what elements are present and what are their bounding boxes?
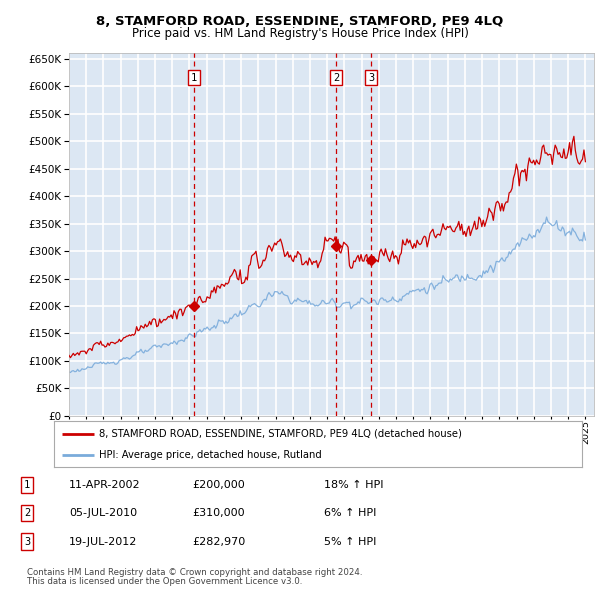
Text: 5% ↑ HPI: 5% ↑ HPI (324, 537, 376, 546)
Text: 05-JUL-2010: 05-JUL-2010 (69, 509, 137, 518)
Text: HPI: Average price, detached house, Rutland: HPI: Average price, detached house, Rutl… (99, 450, 322, 460)
Text: 3: 3 (24, 537, 30, 546)
Text: 8, STAMFORD ROAD, ESSENDINE, STAMFORD, PE9 4LQ (detached house): 8, STAMFORD ROAD, ESSENDINE, STAMFORD, P… (99, 429, 462, 439)
Text: Contains HM Land Registry data © Crown copyright and database right 2024.: Contains HM Land Registry data © Crown c… (27, 568, 362, 576)
Text: £200,000: £200,000 (192, 480, 245, 490)
Text: 1: 1 (191, 73, 197, 83)
Text: This data is licensed under the Open Government Licence v3.0.: This data is licensed under the Open Gov… (27, 577, 302, 586)
Text: 8, STAMFORD ROAD, ESSENDINE, STAMFORD, PE9 4LQ: 8, STAMFORD ROAD, ESSENDINE, STAMFORD, P… (97, 15, 503, 28)
Text: 6% ↑ HPI: 6% ↑ HPI (324, 509, 376, 518)
Text: £310,000: £310,000 (192, 509, 245, 518)
Text: 3: 3 (368, 73, 374, 83)
Text: 1: 1 (24, 480, 30, 490)
Text: 19-JUL-2012: 19-JUL-2012 (69, 537, 137, 546)
Text: Price paid vs. HM Land Registry's House Price Index (HPI): Price paid vs. HM Land Registry's House … (131, 27, 469, 40)
Text: 11-APR-2002: 11-APR-2002 (69, 480, 140, 490)
Text: 2: 2 (24, 509, 30, 518)
Text: 18% ↑ HPI: 18% ↑ HPI (324, 480, 383, 490)
Text: 2: 2 (333, 73, 339, 83)
Text: £282,970: £282,970 (192, 537, 245, 546)
